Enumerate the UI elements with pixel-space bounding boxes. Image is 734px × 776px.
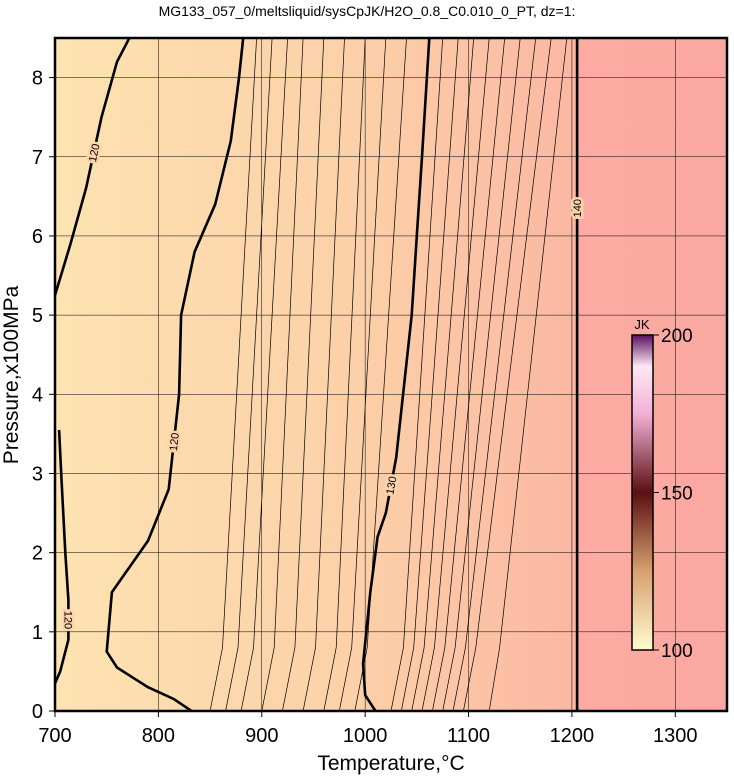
contour-line xyxy=(411,38,475,711)
contour-line xyxy=(432,38,506,711)
contour-line xyxy=(209,38,257,711)
contour-line xyxy=(323,38,366,711)
contour-label: 120 xyxy=(168,432,182,452)
contour-label: 140 xyxy=(572,199,584,217)
grid xyxy=(49,38,727,717)
x-tick-label: 1200 xyxy=(550,725,595,747)
x-axis-label: Temperature,°C xyxy=(317,752,464,775)
contour-line xyxy=(338,38,387,711)
y-tick-label: 0 xyxy=(32,701,43,723)
contour-line xyxy=(361,38,431,711)
contour-line xyxy=(261,38,304,711)
y-tick-label: 1 xyxy=(32,622,43,644)
contour-line xyxy=(302,38,345,711)
contours xyxy=(55,38,579,711)
x-tick-label: 700 xyxy=(38,725,71,747)
chart-title: MG133_057_0/meltsliquid/sysCpJK/H2O_0.8_… xyxy=(159,3,576,19)
contour-line xyxy=(55,429,70,684)
y-tick-label: 4 xyxy=(32,384,43,406)
y-tick-label: 5 xyxy=(32,305,43,327)
plot-frame xyxy=(53,36,729,713)
contour-line xyxy=(240,38,288,711)
contour-line xyxy=(354,38,407,711)
contour-line xyxy=(55,38,131,296)
colorbar-label: JK xyxy=(634,317,650,332)
heatmap xyxy=(55,38,727,711)
contour-line xyxy=(400,38,459,711)
contour-line xyxy=(442,38,521,711)
contour-line xyxy=(488,38,568,711)
y-tick-label: 6 xyxy=(32,226,43,248)
contour-line xyxy=(282,38,325,711)
x-tick-label: 900 xyxy=(245,725,278,747)
x-tick-label: 1000 xyxy=(343,725,388,747)
colorbar-scale xyxy=(631,334,654,651)
contour-line xyxy=(421,38,490,711)
y-tick-label: 2 xyxy=(32,543,43,565)
contour-label: 120 xyxy=(61,611,73,629)
y-tick-label: 7 xyxy=(32,147,43,169)
contour-label: 120 xyxy=(87,143,103,163)
contour-line xyxy=(390,38,444,711)
colorbar-tick-label: 200 xyxy=(661,326,693,347)
x-tick-label: 1300 xyxy=(653,725,698,747)
y-axis-label: Pressure,x100MPa xyxy=(0,285,23,464)
colorbar: JK 100 150 200 xyxy=(631,317,693,662)
colorbar-tick-label: 100 xyxy=(661,641,693,662)
contour-line xyxy=(105,38,245,711)
y-tick-label: 8 xyxy=(32,68,43,90)
colorbar-tick-label: 150 xyxy=(661,484,693,505)
contour-line xyxy=(463,38,552,711)
y-tick-label: 3 xyxy=(32,463,43,485)
x-tick-label: 1100 xyxy=(447,725,490,747)
contour-line xyxy=(225,38,273,711)
contour-line xyxy=(452,38,537,711)
x-tick-label: 800 xyxy=(142,725,175,747)
